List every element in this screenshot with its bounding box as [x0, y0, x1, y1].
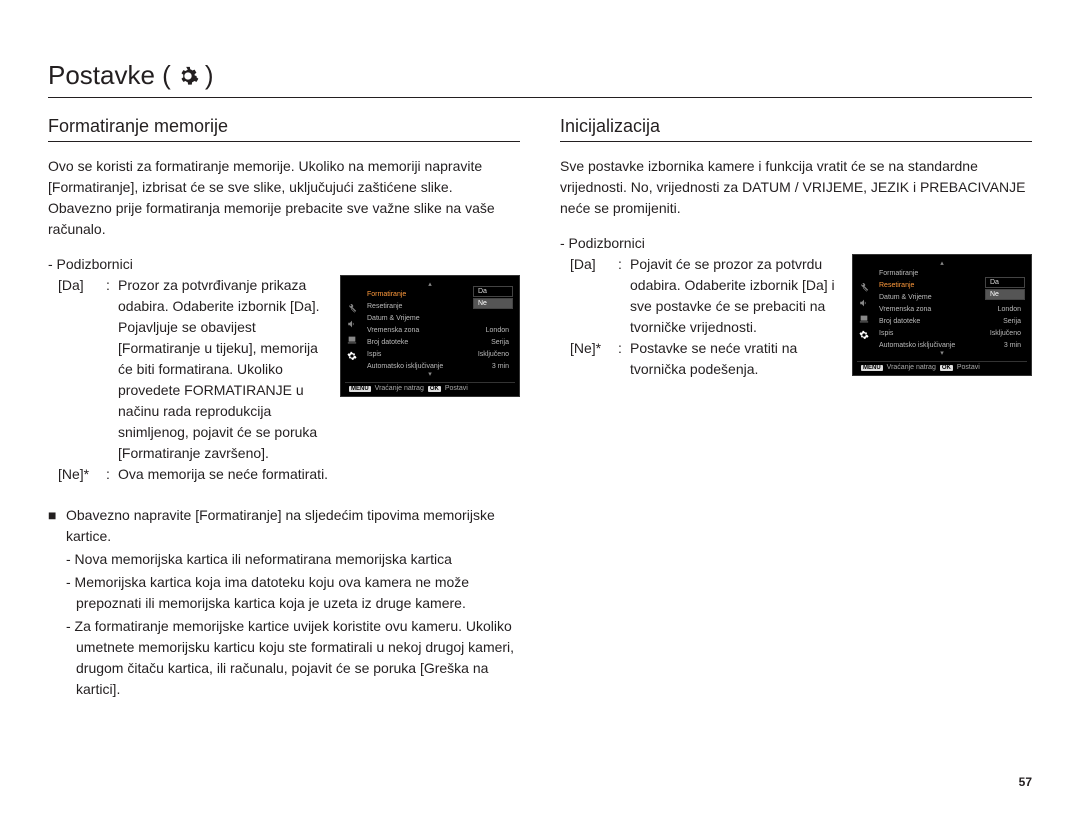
page-number: 57 [1019, 775, 1032, 789]
menu-row: Automatsko isključivanje 3 min [363, 360, 513, 372]
menu-row: Vremenska zona London [875, 303, 1025, 315]
menu-row: Automatsko isključivanje 3 min [875, 339, 1025, 351]
right-column: Inicijalizacija Sve postavke izbornika k… [560, 116, 1032, 700]
menu-row-value: Serija [491, 339, 509, 346]
menu-badge-ok: OK [940, 365, 953, 371]
display-icon [347, 335, 357, 345]
sub-label-left: - Podizbornici [48, 254, 520, 275]
sound-icon [347, 319, 357, 329]
menu-option-yes: Da [473, 286, 513, 297]
menu-row-label: Ispis [367, 351, 381, 358]
display-icon [859, 314, 869, 324]
section-heading-format: Formatiranje memorije [48, 116, 520, 142]
def-sep: : [106, 275, 118, 464]
menu-badge-back: MENU [349, 386, 371, 392]
note-lead: Obavezno napravite [Formatiranje] na slj… [66, 505, 520, 547]
menu-row-value: Isključeno [478, 351, 509, 358]
menu-option-no: Ne [473, 298, 513, 309]
menu-footer-back: Vraćanje natrag [887, 364, 936, 371]
sound-icon [859, 298, 869, 308]
menu-footer-set: Postavi [445, 385, 468, 392]
menu-row-value: 3 min [492, 363, 509, 370]
menu-badge-ok: OK [428, 386, 441, 392]
def-sep: : [618, 338, 630, 380]
menu-row-label: Resetiranje [367, 303, 402, 310]
def-sep: : [106, 464, 118, 485]
menu-row: Broj datoteke Serija [875, 315, 1025, 327]
menu-row: Vremenska zona London [363, 324, 513, 336]
section-heading-init: Inicijalizacija [560, 116, 1032, 142]
title-prefix: Postavke ( [48, 60, 171, 91]
menu-row-label: Broj datoteke [367, 339, 408, 346]
intro-init: Sve postavke izbornika kamere i funkcija… [560, 156, 1032, 219]
chevron-down-icon: ▾ [345, 372, 515, 378]
menu-row: Ispis Isključeno [363, 348, 513, 360]
settings-gear-icon [859, 330, 869, 340]
menu-row-value: 3 min [1004, 342, 1021, 349]
menu-row-label: Resetiranje [879, 282, 914, 289]
menu-row-label: Formatiranje [367, 291, 406, 298]
def-row: [Da] : Pojavit će se prozor za potvrdu o… [570, 254, 842, 338]
menu-row-value: Serija [1003, 318, 1021, 325]
menu-row-label: Automatsko isključivanje [367, 363, 443, 370]
sub-label-right: - Podizbornici [560, 233, 1032, 254]
menu-row: Datum & Vrijeme [363, 312, 513, 324]
menu-row-label: Formatiranje [879, 270, 918, 277]
camera-menu-screenshot-right: ▴ FormatiranjeResetiranjeDatum & Vrijeme… [852, 254, 1032, 376]
note-item: - Nova memorijska kartica ili neformatir… [66, 549, 520, 570]
def-key: [Ne]* [570, 338, 618, 380]
settings-gear-icon [347, 351, 357, 361]
tools-icon [347, 303, 357, 313]
def-row: [Ne]* : Ova memorija se neće formatirati… [58, 464, 520, 485]
note-item: - Memorijska kartica koja ima datoteku k… [66, 572, 520, 614]
def-key: [Da] [570, 254, 618, 338]
menu-footer-back: Vraćanje natrag [375, 385, 424, 392]
menu-row: Broj datoteke Serija [363, 336, 513, 348]
menu-option-yes: Da [985, 277, 1025, 288]
menu-row-label: Datum & Vrijeme [879, 294, 932, 301]
def-val: Pojavit će se prozor za potvrdu odabira.… [630, 254, 842, 338]
chevron-down-icon: ▾ [857, 351, 1027, 357]
menu-row-label: Vremenska zona [367, 327, 419, 334]
def-key: [Ne]* [58, 464, 106, 485]
camera-menu-screenshot-left: ▴ FormatiranjeResetiranjeDatum & Vrijeme… [340, 275, 520, 397]
tools-icon [859, 282, 869, 292]
menu-row-label: Ispis [879, 330, 893, 337]
gear-icon [177, 65, 199, 87]
menu-badge-back: MENU [861, 365, 883, 371]
menu-footer-set: Postavi [957, 364, 980, 371]
def-sep: : [618, 254, 630, 338]
def-row: [Da] : Prozor za potvrđivanje prikaza od… [58, 275, 330, 464]
note-block: ■ Obavezno napravite [Formatiranje] na s… [48, 505, 520, 700]
menu-row-value: Isključeno [990, 330, 1021, 337]
menu-row-label: Vremenska zona [879, 306, 931, 313]
def-val: Ova memorija se neće formatirati. [118, 464, 520, 485]
title-suffix: ) [205, 60, 214, 91]
menu-row-label: Datum & Vrijeme [367, 315, 420, 322]
def-key: [Da] [58, 275, 106, 464]
left-column: Formatiranje memorije Ovo se koristi za … [48, 116, 520, 700]
def-val: Prozor za potvrđivanje prikaza odabira. … [118, 275, 330, 464]
note-item: - Za formatiranje memorijske kartice uvi… [66, 616, 520, 700]
note-bullet-icon: ■ [48, 505, 66, 700]
menu-row-value: London [998, 306, 1021, 313]
menu-row-value: London [486, 327, 509, 334]
menu-row-label: Broj datoteke [879, 318, 920, 325]
page-title: Postavke ( ) [48, 60, 1032, 98]
menu-row-label: Automatsko isključivanje [879, 342, 955, 349]
menu-option-no: Ne [985, 289, 1025, 300]
def-val: Postavke se neće vratiti na tvornička po… [630, 338, 842, 380]
menu-row: Ispis Isključeno [875, 327, 1025, 339]
intro-format: Ovo se koristi za formatiranje memorije.… [48, 156, 520, 240]
def-row: [Ne]* : Postavke se neće vratiti na tvor… [570, 338, 842, 380]
